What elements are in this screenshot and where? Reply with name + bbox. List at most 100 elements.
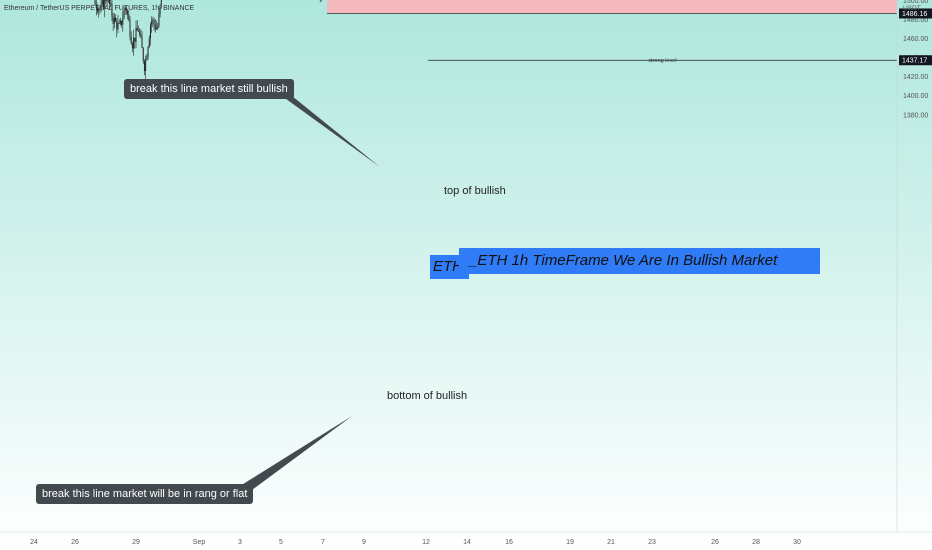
- candle-body: [148, 38, 150, 48]
- candle-body: [151, 20, 153, 26]
- candle-body: [100, 3, 102, 9]
- time-tick-label: 26: [711, 539, 719, 546]
- candle-body: [157, 26, 159, 29]
- time-tick-label: 3: [238, 539, 242, 546]
- candle-body: [147, 47, 149, 57]
- callout-bottom: break this line market will be in rang o…: [36, 484, 254, 504]
- candle-body: [133, 37, 135, 49]
- price-tick-label: 1480.00: [903, 17, 928, 24]
- candle-body: [122, 18, 124, 25]
- candle-body: [155, 28, 157, 29]
- candle-body: [124, 8, 126, 11]
- candle-body: [110, 3, 112, 5]
- candle-body: [137, 30, 139, 32]
- time-tick-label: 23: [648, 539, 656, 546]
- candle-body: [113, 17, 115, 24]
- price-tick-label: 1400.00: [903, 93, 928, 100]
- candle-body: [101, 0, 103, 4]
- candle-body: [104, 0, 106, 9]
- strong-level-label: strong level: [648, 58, 676, 64]
- time-tick-label: Sep: [193, 539, 206, 546]
- candle-body: [123, 10, 125, 19]
- zone-bottom: [327, 0, 897, 14]
- candle-body: [118, 23, 120, 24]
- price-tags-layer: 1852.931584.781437.171746.301486.161716.…: [899, 8, 932, 66]
- candle-body: [127, 10, 129, 15]
- time-tick-label: 24: [30, 539, 38, 546]
- price-tick-label: 1460.00: [903, 36, 928, 43]
- callout-top: break this line market still bullish: [124, 79, 294, 99]
- candle-body: [153, 19, 155, 25]
- candle-body: [141, 37, 143, 49]
- candle-body: [125, 8, 127, 11]
- candle-body: [152, 19, 154, 21]
- level-price-tag-bg: [899, 55, 932, 66]
- candle-body: [160, 0, 162, 6]
- candles-layer: [94, 0, 322, 80]
- bottom-zone-label: bottom of bullish: [387, 390, 468, 402]
- price-tick-label: 1380.00: [903, 112, 928, 119]
- candle-body: [103, 0, 105, 9]
- time-tick-label: 16: [505, 539, 513, 546]
- time-tick-label: 30: [793, 539, 801, 546]
- candle-body: [117, 23, 119, 30]
- candle-body: [121, 20, 123, 25]
- candle-body: [111, 3, 113, 17]
- candle-body: [145, 60, 147, 71]
- candle-body: [131, 43, 133, 49]
- time-tick-label: 14: [463, 539, 471, 546]
- top-zone-label: top of bullish: [444, 185, 506, 197]
- candle-body: [139, 31, 141, 35]
- candle-body: [149, 25, 151, 39]
- candle-body: [109, 0, 111, 4]
- candle-body: [95, 4, 97, 9]
- candle-body: [159, 5, 161, 14]
- time-tick-label: 5: [279, 539, 283, 546]
- time-tick-label: 12: [422, 539, 430, 546]
- level-price-tag: 1437.17: [902, 58, 927, 65]
- time-tick-label: 9: [362, 539, 366, 546]
- callout-top-pointer: [282, 96, 380, 167]
- price-tick-label: 1500.00: [903, 0, 928, 5]
- candle-body: [136, 27, 138, 31]
- time-tick-label: 28: [752, 539, 760, 546]
- callout-bottom-pointer: [240, 416, 352, 490]
- candle-body: [158, 13, 160, 27]
- candle-body: [142, 48, 144, 62]
- candle-body: [140, 34, 142, 38]
- candle-body: [130, 36, 132, 44]
- candle-body: [116, 21, 118, 30]
- candle-body: [143, 61, 145, 71]
- zones-layer: [327, 0, 897, 14]
- time-tick-label: 7: [321, 539, 325, 546]
- symbol-title: Ethereum / TetherUS PERPETUAL FUTURES, 1…: [4, 5, 195, 12]
- candle-body: [97, 8, 99, 12]
- levels-layer: strong levelstrong levelstrong level: [428, 58, 897, 64]
- price-tick-label: 1420.00: [903, 74, 928, 81]
- candle-body: [135, 27, 137, 42]
- candle-body: [115, 17, 117, 22]
- banner-text: _ETH 1h TimeFrame We Are In Bullish Mark…: [459, 248, 820, 274]
- time-tick-label: 21: [607, 539, 615, 546]
- candle-body: [146, 56, 148, 61]
- candle-body: [98, 8, 100, 12]
- candle-body: [154, 24, 156, 29]
- candle-body: [94, 0, 96, 5]
- candle-body: [105, 0, 107, 1]
- time-tick-label: 29: [132, 539, 140, 546]
- candle-body: [112, 16, 114, 24]
- pointers-layer: [240, 96, 380, 490]
- time-tick-label: 26: [71, 539, 79, 546]
- zone-bottom-price-tag-bg: [899, 8, 932, 19]
- candle-body: [106, 0, 108, 2]
- time-tick-label: 19: [566, 539, 574, 546]
- candle-body: [119, 20, 121, 24]
- candle-body: [128, 14, 130, 21]
- currency-label: USDT: [903, 5, 921, 12]
- candle-body: [134, 37, 136, 42]
- time-axis[interactable]: 24 26 29 Sep 3 5 7 9 12 14 16 19 21 23 26 28 30: [0, 531, 932, 546]
- candle-body: [99, 8, 101, 10]
- zone-bottom-price-tag: 1486.16: [902, 11, 927, 18]
- candle-body: [129, 20, 131, 37]
